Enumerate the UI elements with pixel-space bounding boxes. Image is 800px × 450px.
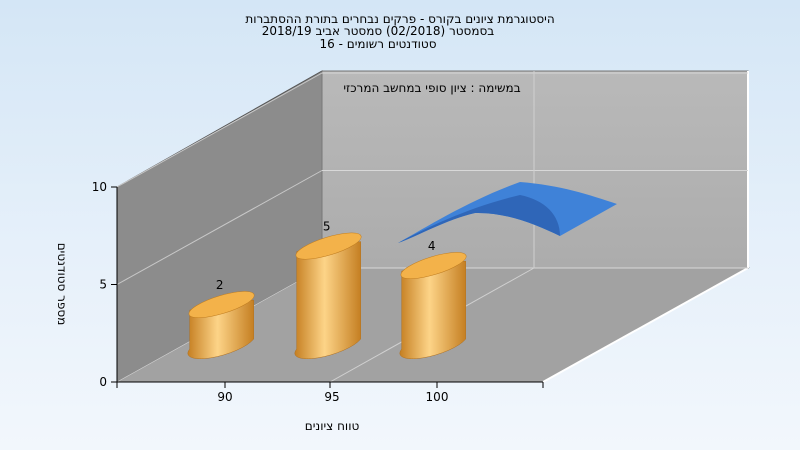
chart-annotation: במשימה : ציון סופי במחשב המרכזי (343, 81, 520, 95)
chart-title: היסטוגרמת ציונים בקורס - פרקים נבחרים בת… (245, 12, 554, 51)
title-line-2: בסמסטר (02/2018) סמסטר אביב 2018/19 (262, 24, 494, 38)
bars: 2 5 4 (187, 220, 467, 360)
bar-95: 5 (294, 220, 362, 360)
y-tick-label: 5 (99, 278, 107, 292)
trend-curve (398, 182, 617, 243)
back-wall (321, 70, 749, 269)
x-ticks: 90 95 100 (116, 382, 544, 404)
gridlines (116, 71, 748, 383)
y-tick-label: 10 (92, 180, 107, 194)
gridline-left-wall (116, 170, 323, 285)
bar-value-label: 4 (428, 239, 436, 253)
gridline-left-wall (116, 72, 323, 188)
title-line-1: היסטוגרמת ציונים בקורס - פרקים נבחרים בת… (245, 12, 554, 26)
bar-90: 2 (187, 278, 255, 360)
bar-body (399, 260, 466, 360)
bar-top (295, 232, 362, 260)
bar-100: 4 (399, 239, 467, 360)
x-axis-label: טווח ציונים (305, 419, 360, 433)
y-tick-label: 0 (99, 375, 107, 389)
trend-curve-face (398, 195, 560, 243)
bar-value-label: 5 (323, 220, 331, 234)
x-tick-label: 95 (324, 390, 339, 404)
bar-value-label: 2 (216, 278, 224, 292)
floor-front-edge (542, 267, 749, 383)
bar-body (294, 241, 361, 360)
title-line-3: סטודנטים רשומים - 16 (319, 37, 436, 51)
y-axis-label: מספר סטודנטים (55, 243, 69, 326)
y-ticks: 0 5 10 (92, 180, 117, 389)
bar-top (188, 291, 255, 318)
x-tick-label: 90 (217, 390, 232, 404)
bar-top (400, 252, 467, 279)
x-tick-label: 100 (426, 390, 449, 404)
